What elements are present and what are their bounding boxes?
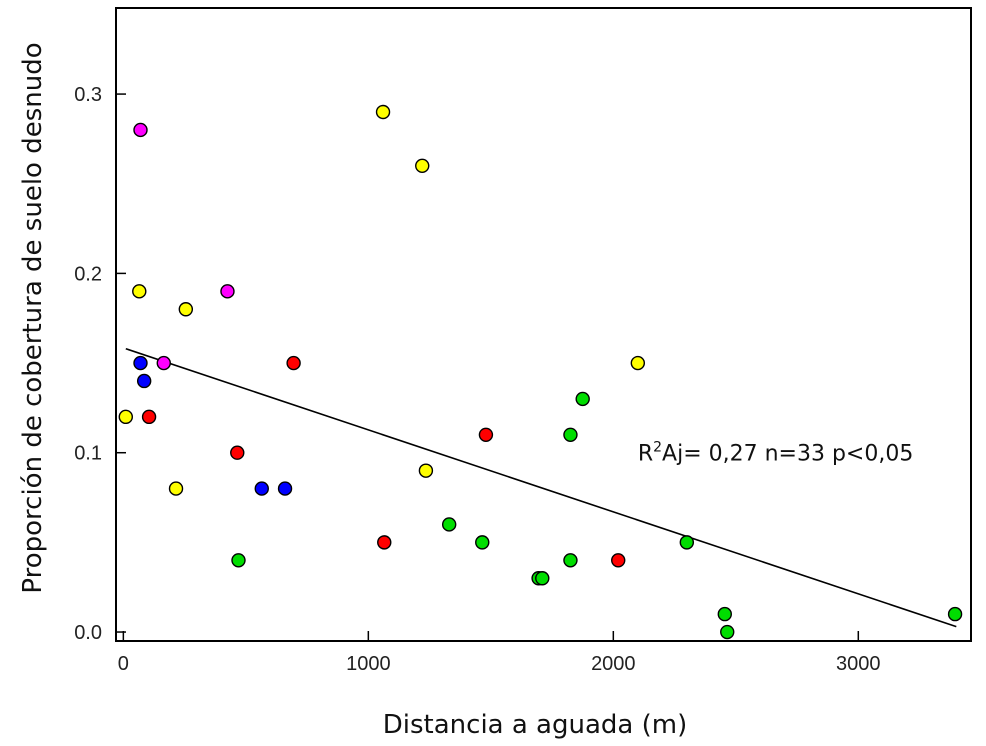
data-point-red: [611, 553, 626, 568]
y-tick-label: 0.0: [74, 622, 102, 644]
data-point-green: [563, 553, 578, 568]
x-tick-label: 3000: [836, 653, 881, 675]
x-tick-label: 2000: [591, 653, 636, 675]
data-point-green: [535, 571, 550, 586]
data-point-yellow: [118, 409, 133, 425]
data-point-green: [441, 517, 457, 532]
data-point-yellow: [418, 463, 434, 478]
data-point-green: [575, 391, 590, 407]
data-point-green: [231, 553, 246, 568]
data-point-green: [679, 535, 695, 550]
x-axis-title: Distancia a aguada (m): [383, 710, 687, 740]
data-point-red: [230, 445, 245, 460]
data-point-yellow: [178, 302, 194, 317]
data-point-green: [720, 624, 735, 640]
data-point-red: [478, 427, 494, 442]
data-point-blue: [277, 481, 293, 496]
data-points: [118, 104, 963, 640]
x-tick-label: 1000: [346, 653, 391, 675]
data-point-green: [563, 427, 578, 442]
data-point-red: [377, 535, 392, 550]
data-point-red: [141, 409, 157, 425]
y-axis: 0.0 0.1 0.2 0.3: [74, 84, 126, 644]
data-point-magenta: [156, 355, 171, 371]
data-point-yellow: [168, 481, 184, 496]
data-point-yellow: [415, 158, 430, 174]
data-point-red: [286, 355, 301, 371]
annotation-suffix: Aj= 0,27 n=33 p<0,05: [662, 442, 913, 467]
data-point-blue: [136, 373, 152, 389]
data-point-green: [475, 535, 490, 550]
y-tick-label: 0.1: [74, 443, 102, 465]
data-point-blue: [254, 481, 269, 496]
data-point-green: [947, 606, 963, 622]
regression-line: [125, 347, 957, 628]
data-point-blue: [133, 355, 148, 371]
data-point-magenta: [220, 284, 235, 299]
data-point-yellow: [375, 104, 391, 120]
data-point-yellow: [132, 284, 147, 299]
data-point-green: [717, 606, 732, 622]
data-point-yellow: [630, 355, 646, 371]
y-tick-label: 0.2: [74, 263, 102, 285]
annotation-superscript: 2: [653, 440, 662, 456]
x-axis: 0 1000 2000 3000: [118, 631, 881, 675]
y-tick-label: 0.3: [74, 84, 102, 106]
regression-annotation: R2Aj= 0,27 n=33 p<0,05: [638, 440, 914, 467]
x-tick-label: 0: [118, 653, 129, 675]
plot-frame: [115, 7, 972, 642]
y-axis-title: Proporción de cobertura de suelo desnudo: [18, 42, 48, 593]
annotation-prefix: R: [638, 442, 653, 467]
data-point-magenta: [133, 122, 148, 138]
